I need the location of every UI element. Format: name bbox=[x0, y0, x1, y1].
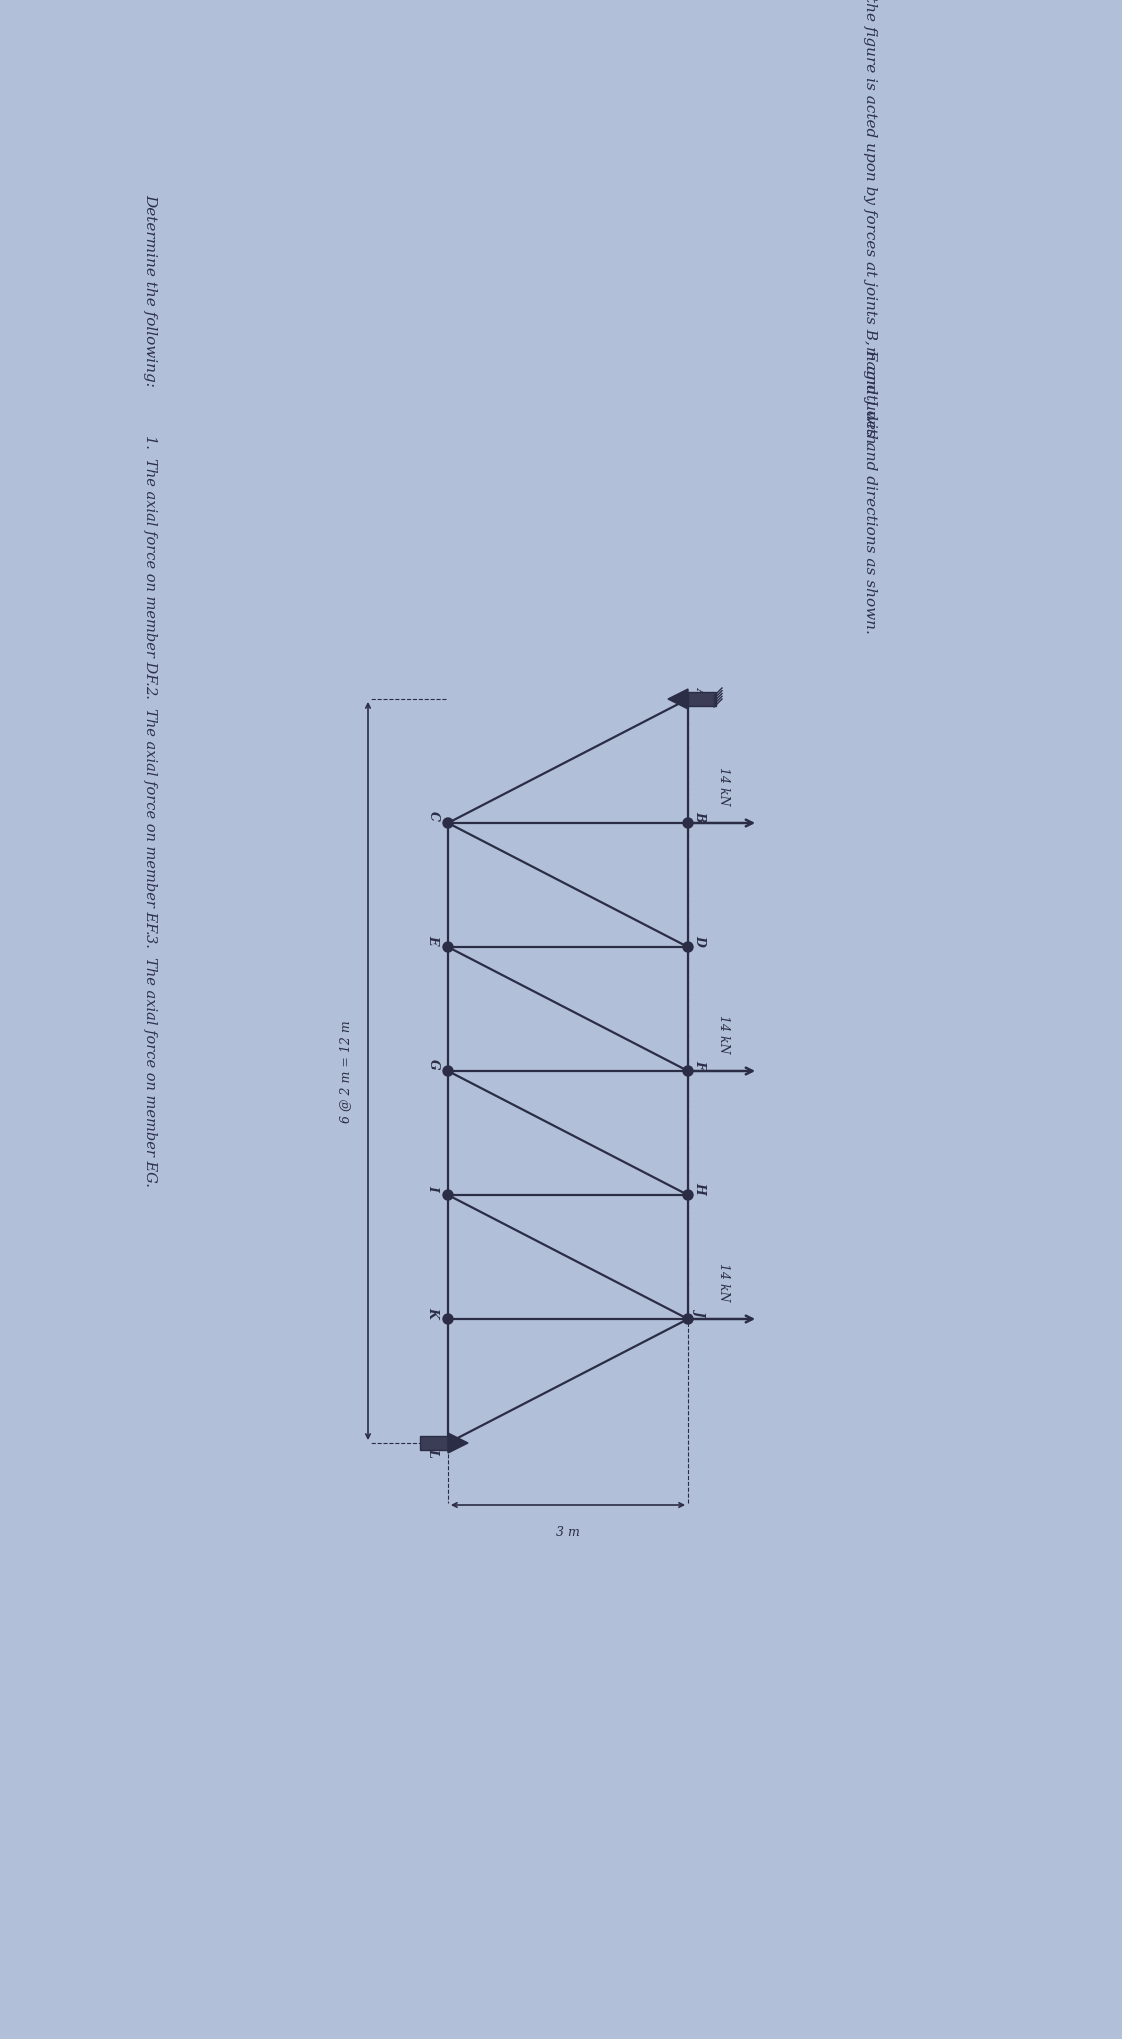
Text: 2.  The axial force on member EF.: 2. The axial force on member EF. bbox=[142, 685, 157, 934]
Bar bbox=[688, 693, 716, 708]
Text: A: A bbox=[693, 687, 707, 697]
Circle shape bbox=[683, 942, 693, 952]
Circle shape bbox=[443, 818, 453, 828]
Circle shape bbox=[683, 1066, 693, 1077]
Text: L: L bbox=[426, 1448, 440, 1456]
Text: 3.  The axial force on member EG.: 3. The axial force on member EG. bbox=[142, 934, 157, 1187]
Circle shape bbox=[443, 942, 453, 952]
Text: Determine the following:: Determine the following: bbox=[142, 194, 157, 385]
Text: 3 m: 3 m bbox=[557, 1525, 580, 1537]
Circle shape bbox=[683, 818, 693, 828]
Text: D: D bbox=[693, 934, 707, 944]
Circle shape bbox=[443, 1066, 453, 1077]
Polygon shape bbox=[448, 1433, 468, 1454]
Circle shape bbox=[683, 695, 693, 705]
Text: B: B bbox=[693, 809, 707, 822]
Circle shape bbox=[443, 1191, 453, 1201]
Circle shape bbox=[683, 1191, 693, 1201]
Text: J: J bbox=[693, 1309, 707, 1315]
Text: 14 kN: 14 kN bbox=[717, 1262, 729, 1301]
Circle shape bbox=[683, 1315, 693, 1325]
Circle shape bbox=[443, 1437, 453, 1448]
Text: magnitudes and directions as shown.: magnitudes and directions as shown. bbox=[863, 347, 877, 634]
Bar bbox=[420, 1435, 448, 1450]
Polygon shape bbox=[668, 689, 688, 710]
Text: The Warren truss in the figure is acted upon by forces at joints B, F and J with: The Warren truss in the figure is acted … bbox=[863, 0, 877, 442]
Text: 1.  The axial force on member DF.: 1. The axial force on member DF. bbox=[142, 434, 157, 685]
Text: H: H bbox=[693, 1181, 707, 1193]
Text: I: I bbox=[426, 1185, 440, 1191]
Text: C: C bbox=[426, 812, 440, 820]
Text: K: K bbox=[426, 1305, 440, 1317]
Text: 14 kN: 14 kN bbox=[717, 767, 729, 805]
Text: 14 kN: 14 kN bbox=[717, 1015, 729, 1054]
Text: E: E bbox=[426, 934, 440, 944]
Text: 6 @ 2 m = 12 m: 6 @ 2 m = 12 m bbox=[340, 1020, 352, 1123]
Text: F: F bbox=[693, 1058, 707, 1068]
Text: G: G bbox=[426, 1058, 440, 1068]
Circle shape bbox=[443, 1315, 453, 1325]
